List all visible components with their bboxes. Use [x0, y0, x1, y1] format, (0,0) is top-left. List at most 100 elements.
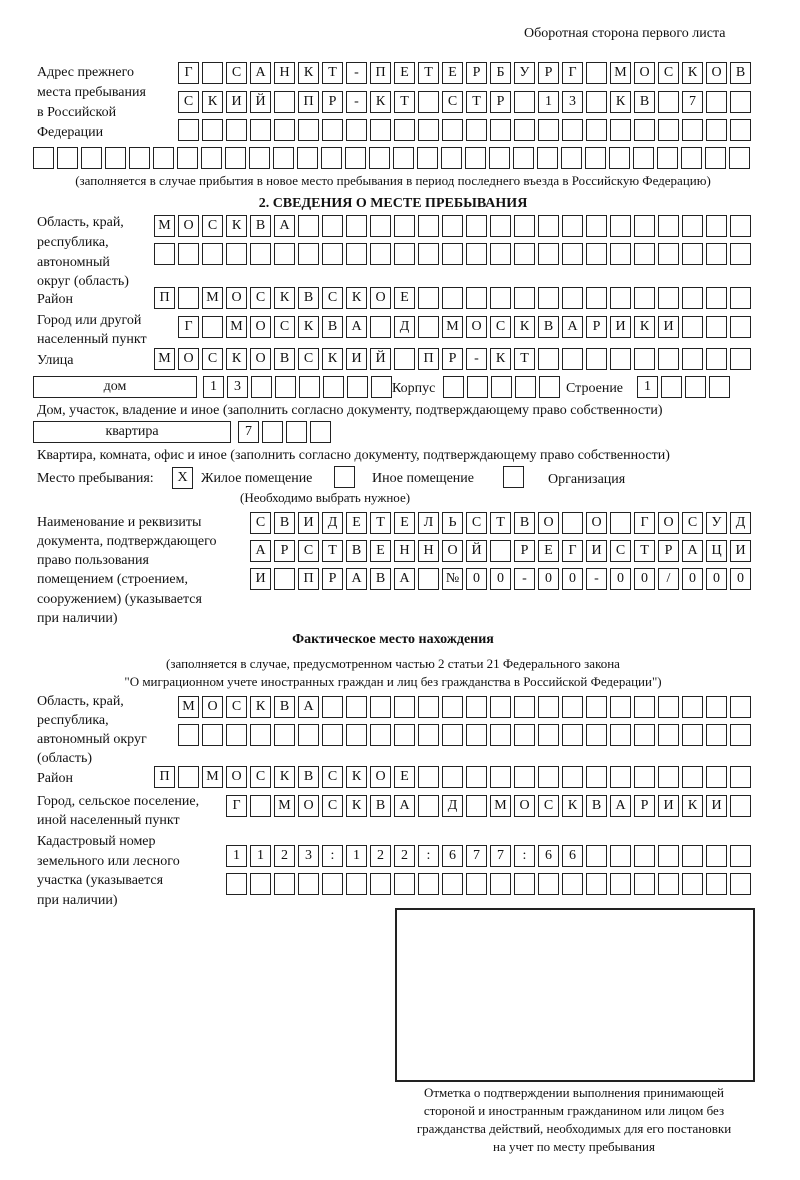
char-cell[interactable]	[322, 696, 343, 718]
char-cell[interactable]	[730, 724, 751, 746]
char-cell[interactable]	[347, 376, 368, 398]
char-cell[interactable]	[346, 119, 367, 141]
char-cell[interactable]: С	[658, 62, 679, 84]
char-cell[interactable]: 6	[442, 845, 463, 867]
char-cell[interactable]: М	[154, 215, 175, 237]
char-cell[interactable]: В	[370, 795, 391, 817]
char-cell[interactable]	[634, 348, 655, 370]
char-cell[interactable]: И	[346, 348, 367, 370]
char-cell[interactable]	[418, 795, 439, 817]
char-cell[interactable]	[634, 215, 655, 237]
char-cell[interactable]: :	[514, 845, 535, 867]
char-cell[interactable]: Т	[394, 91, 415, 113]
char-cell[interactable]	[418, 287, 439, 309]
char-cell[interactable]: Г	[178, 62, 199, 84]
char-cell[interactable]: 2	[370, 845, 391, 867]
char-cell[interactable]	[514, 873, 535, 895]
char-cell[interactable]	[610, 873, 631, 895]
char-cell[interactable]: Т	[370, 512, 391, 534]
char-cell[interactable]	[562, 696, 583, 718]
char-cell[interactable]: Е	[394, 287, 415, 309]
char-cell[interactable]: О	[586, 512, 607, 534]
char-cell[interactable]: М	[490, 795, 511, 817]
char-cell[interactable]: Р	[490, 91, 511, 113]
char-cell[interactable]: О	[178, 215, 199, 237]
char-cell[interactable]: Д	[322, 512, 343, 534]
char-cell[interactable]	[706, 873, 727, 895]
char-cell[interactable]: 6	[538, 845, 559, 867]
char-cell[interactable]: -	[466, 348, 487, 370]
char-cell[interactable]	[658, 119, 679, 141]
char-cell[interactable]: :	[322, 845, 343, 867]
char-cell[interactable]: А	[274, 215, 295, 237]
char-cell[interactable]: С	[610, 540, 631, 562]
char-cell[interactable]	[418, 316, 439, 338]
char-cell[interactable]	[442, 724, 463, 746]
char-cell[interactable]	[658, 215, 679, 237]
char-cell[interactable]: С	[298, 540, 319, 562]
char-cell[interactable]	[369, 147, 390, 169]
char-cell[interactable]	[586, 62, 607, 84]
char-cell[interactable]	[658, 91, 679, 113]
char-cell[interactable]	[466, 243, 487, 265]
char-cell[interactable]	[274, 873, 295, 895]
char-cell[interactable]: №	[442, 568, 463, 590]
char-cell[interactable]: Д	[730, 512, 751, 534]
char-cell[interactable]: 1	[203, 376, 224, 398]
char-cell[interactable]: -	[346, 62, 367, 84]
char-cell[interactable]	[418, 243, 439, 265]
char-cell[interactable]	[633, 147, 654, 169]
char-cell[interactable]	[298, 873, 319, 895]
char-cell[interactable]: О	[298, 795, 319, 817]
char-cell[interactable]	[730, 243, 751, 265]
char-cell[interactable]	[514, 243, 535, 265]
char-cell[interactable]	[394, 873, 415, 895]
char-cell[interactable]: Т	[466, 91, 487, 113]
char-cell[interactable]: 0	[682, 568, 703, 590]
char-cell[interactable]: 7	[682, 91, 703, 113]
char-cell[interactable]	[153, 147, 174, 169]
char-cell[interactable]: С	[298, 348, 319, 370]
char-cell[interactable]: 0	[490, 568, 511, 590]
char-cell[interactable]	[610, 119, 631, 141]
char-cell[interactable]	[274, 119, 295, 141]
char-cell[interactable]	[250, 724, 271, 746]
char-cell[interactable]	[466, 287, 487, 309]
char-cell[interactable]: О	[178, 348, 199, 370]
char-cell[interactable]	[562, 215, 583, 237]
char-cell[interactable]	[250, 119, 271, 141]
char-cell[interactable]: С	[322, 766, 343, 788]
char-cell[interactable]	[538, 287, 559, 309]
char-cell[interactable]: С	[442, 91, 463, 113]
char-cell[interactable]	[274, 91, 295, 113]
char-cell[interactable]	[297, 147, 318, 169]
char-cell[interactable]	[370, 215, 391, 237]
char-cell[interactable]: Й	[370, 348, 391, 370]
char-cell[interactable]	[634, 696, 655, 718]
char-cell[interactable]	[705, 147, 726, 169]
char-cell[interactable]: 3	[227, 376, 248, 398]
char-cell[interactable]	[393, 147, 414, 169]
char-cell[interactable]: О	[514, 795, 535, 817]
char-cell[interactable]: О	[466, 316, 487, 338]
char-cell[interactable]: А	[610, 795, 631, 817]
char-cell[interactable]	[323, 376, 344, 398]
char-cell[interactable]: Т	[418, 62, 439, 84]
char-cell[interactable]	[371, 376, 392, 398]
char-cell[interactable]	[394, 243, 415, 265]
char-cell[interactable]	[586, 724, 607, 746]
char-cell[interactable]: К	[634, 316, 655, 338]
char-cell[interactable]: К	[490, 348, 511, 370]
char-cell[interactable]	[418, 696, 439, 718]
char-cell[interactable]	[634, 243, 655, 265]
char-cell[interactable]	[562, 348, 583, 370]
char-cell[interactable]	[634, 119, 655, 141]
char-cell[interactable]	[658, 348, 679, 370]
char-cell[interactable]: 0	[562, 568, 583, 590]
char-cell[interactable]	[346, 215, 367, 237]
char-cell[interactable]	[225, 147, 246, 169]
char-cell[interactable]	[490, 873, 511, 895]
char-cell[interactable]: П	[298, 91, 319, 113]
char-cell[interactable]: Р	[514, 540, 535, 562]
char-cell[interactable]	[610, 845, 631, 867]
